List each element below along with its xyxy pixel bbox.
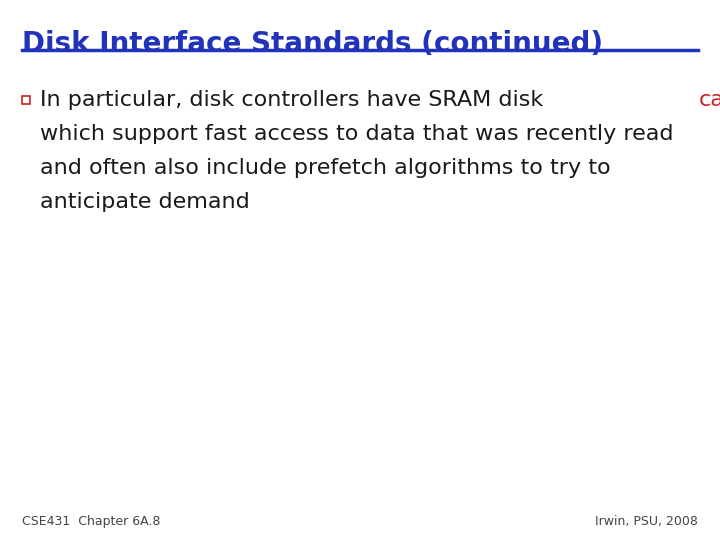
Text: Irwin, PSU, 2008: Irwin, PSU, 2008 [595,515,698,528]
Text: caches: caches [698,90,720,110]
Text: CSE431  Chapter 6A.8: CSE431 Chapter 6A.8 [22,515,161,528]
Text: which support fast access to data that was recently read: which support fast access to data that w… [40,124,673,144]
Text: Disk Interface Standards (continued): Disk Interface Standards (continued) [22,30,603,58]
Text: In particular, disk controllers have SRAM disk: In particular, disk controllers have SRA… [40,90,550,110]
Bar [22,96,30,104]
Text: anticipate demand: anticipate demand [40,192,250,212]
Text: and often also include prefetch algorithms to try to: and often also include prefetch algorith… [40,158,611,178]
